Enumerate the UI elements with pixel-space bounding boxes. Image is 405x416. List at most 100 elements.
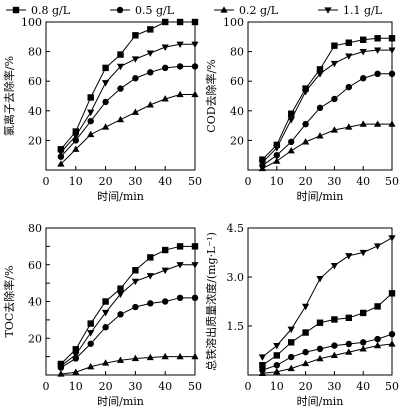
data-point — [191, 63, 199, 70]
data-point — [176, 352, 184, 360]
x-tick-label: 20 — [99, 175, 113, 188]
data-point — [273, 157, 281, 164]
data-point — [116, 115, 125, 123]
series-line — [60, 65, 195, 158]
legend-label: 0.2 g/L — [239, 4, 279, 17]
data-point — [287, 117, 295, 124]
y-tick-label: 80 — [28, 222, 42, 235]
y-axis-label: COD去除率/% — [204, 59, 218, 132]
data-point — [374, 35, 381, 42]
data-point — [162, 64, 169, 72]
legend-item: 0.5 g/L — [110, 4, 175, 17]
x-tick-label: 40 — [356, 380, 370, 393]
data-point — [273, 367, 281, 375]
data-point — [374, 303, 381, 310]
x-tick-label: 30 — [128, 380, 142, 393]
data-point — [147, 254, 154, 261]
legend-marker — [12, 6, 20, 14]
data-series — [57, 352, 199, 377]
data-point — [359, 345, 367, 352]
x-tick-label: 30 — [327, 380, 341, 393]
data-point — [330, 126, 338, 133]
y-tick-label: 20 — [230, 134, 244, 147]
data-point — [345, 39, 352, 46]
y-tick-label: 40 — [28, 105, 42, 118]
data-point — [87, 94, 94, 101]
data-series — [259, 35, 396, 163]
data-point — [102, 64, 109, 72]
data-point — [302, 88, 310, 96]
legend-item: 0.8 g/L — [6, 4, 71, 17]
data-point — [72, 145, 80, 152]
x-axis-label: 时间/min — [97, 395, 144, 408]
data-point — [131, 278, 139, 286]
data-point — [388, 47, 396, 54]
data-point — [132, 267, 139, 274]
data-point — [316, 132, 324, 139]
legend-marker — [220, 6, 228, 13]
data-point — [161, 44, 169, 51]
data-point — [102, 359, 110, 366]
data-point — [330, 351, 338, 358]
series-line — [60, 297, 195, 369]
data-point — [191, 352, 199, 360]
series-line — [60, 245, 195, 365]
data-point — [146, 273, 154, 280]
data-point — [288, 339, 295, 346]
data-point — [102, 298, 109, 305]
data-point — [87, 320, 94, 327]
series-line — [262, 292, 393, 366]
data-point — [273, 145, 281, 152]
data-point — [116, 291, 125, 298]
data-point — [176, 262, 184, 269]
data-point — [360, 75, 367, 82]
y-tick-label: 1.5 — [227, 320, 245, 333]
series-line — [262, 333, 393, 371]
data-point — [374, 70, 381, 78]
data-point — [302, 120, 309, 128]
data-point — [287, 326, 295, 334]
data-point — [132, 32, 139, 39]
data-point — [57, 153, 65, 160]
y-tick-label: 100 — [21, 16, 42, 29]
data-point — [345, 348, 353, 355]
data-point — [191, 41, 199, 48]
data-point — [258, 354, 266, 361]
chart-panel: 0 10 20 30 40 50 20 40 60 80 100 时间/min COD去除率/% — [204, 16, 399, 203]
data-point — [360, 339, 367, 346]
data-point — [331, 316, 338, 323]
data-point — [87, 130, 95, 138]
x-tick-label: 10 — [270, 380, 284, 393]
y-tick-label: 60 — [28, 259, 42, 272]
x-tick-label: 40 — [158, 175, 172, 188]
data-point — [57, 363, 65, 370]
x-tick-label: 30 — [327, 175, 341, 188]
series-line — [262, 343, 393, 374]
data-point — [259, 156, 266, 163]
data-point — [176, 90, 184, 98]
data-point — [146, 353, 154, 361]
data-point — [72, 346, 79, 353]
data-point — [273, 141, 280, 149]
data-point — [147, 26, 154, 33]
data-series — [258, 47, 396, 167]
data-point — [57, 160, 65, 167]
data-point — [374, 47, 382, 54]
x-axis-label: 时间/min — [297, 190, 344, 203]
x-tick-label: 30 — [128, 175, 142, 188]
data-point — [374, 120, 382, 127]
data-point — [259, 362, 266, 369]
data-point — [288, 353, 295, 361]
plot-frame — [45, 227, 196, 376]
series-line — [262, 237, 393, 358]
data-point — [57, 149, 65, 157]
data-point — [161, 95, 169, 102]
data-point — [258, 164, 266, 172]
data-point — [116, 63, 125, 71]
series-line — [60, 356, 195, 375]
data-series — [258, 235, 396, 361]
data-point — [72, 137, 80, 144]
x-tick-label: 20 — [299, 175, 313, 188]
y-tick-label: 60 — [230, 75, 244, 88]
